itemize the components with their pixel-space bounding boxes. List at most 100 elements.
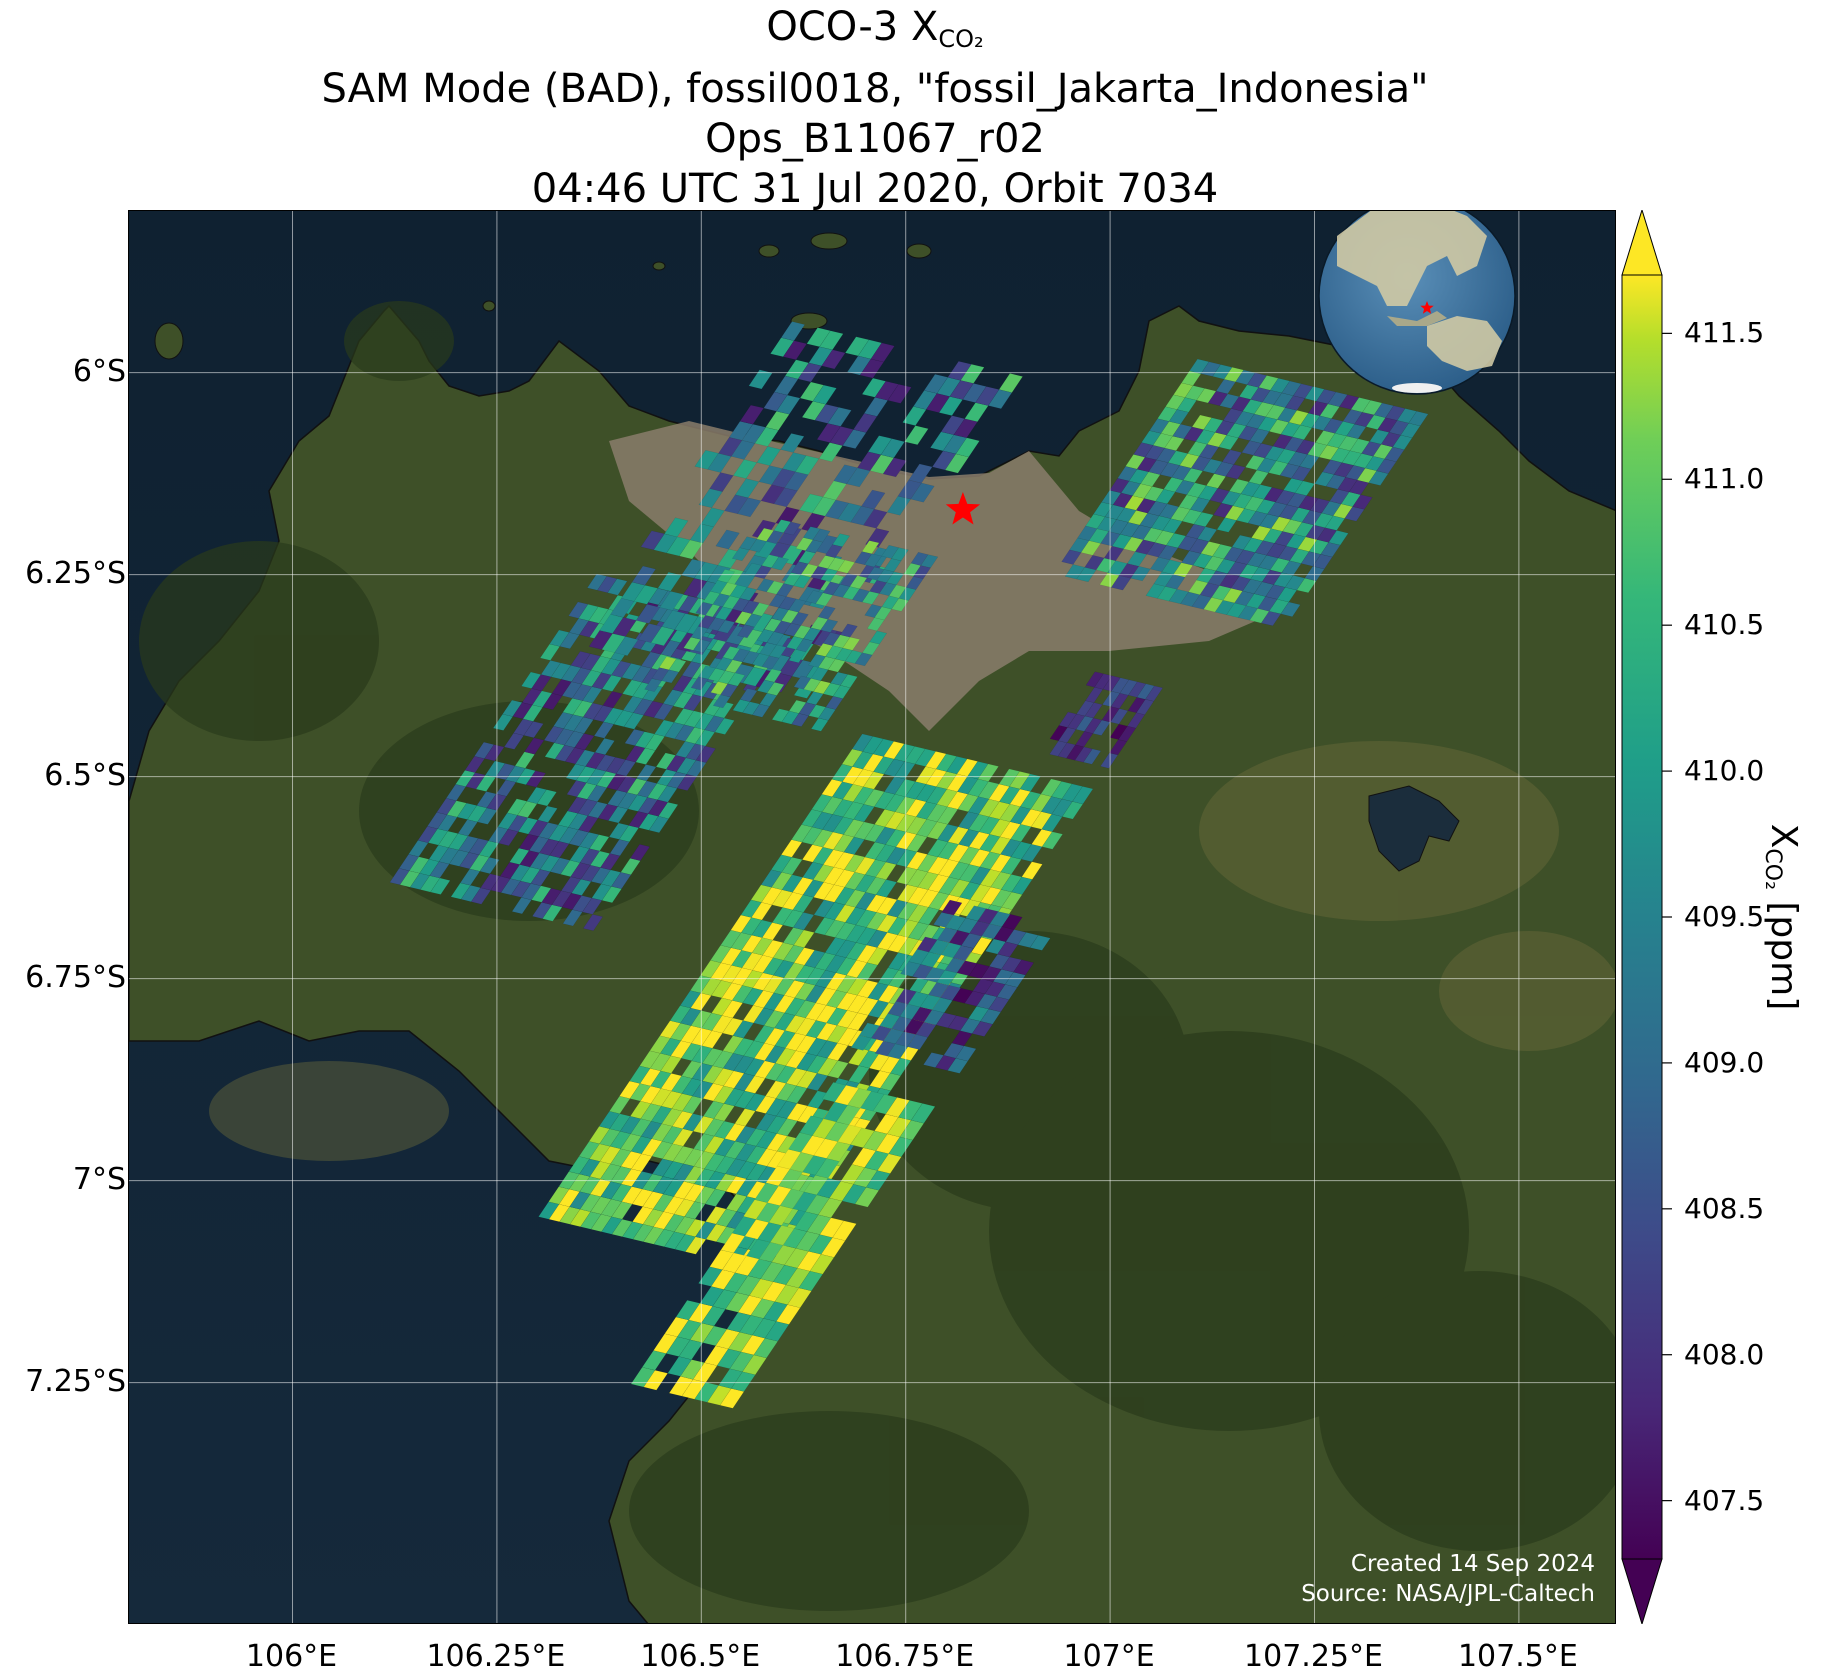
- colorbar-title: XCO₂ [ppm]: [1760, 823, 1804, 1011]
- sounding-pixel: [910, 482, 935, 503]
- sounding-pixel: [430, 877, 451, 895]
- map-panel[interactable]: Created 14 Sep 2024 Source: NASA/JPL-Cal…: [128, 210, 1616, 1624]
- globe-star: [1420, 301, 1434, 314]
- sounding-pixel: [839, 623, 858, 638]
- sounding-pixel: [764, 668, 782, 683]
- sounding-pixel: [780, 433, 805, 453]
- lon-tick-label: 107.5°E: [1457, 1639, 1578, 1674]
- terrain-shading: [139, 301, 1615, 1611]
- lon-tick-label: 106.75°E: [835, 1639, 975, 1674]
- sounding-pixel: [1145, 685, 1164, 702]
- sounding-pixel: [1280, 601, 1301, 617]
- sounding-pixel: [1001, 914, 1023, 930]
- lon-tick-label: 106°E: [245, 1639, 338, 1674]
- sounding-pixel: [820, 618, 839, 633]
- sounding-pixel: [910, 1103, 936, 1124]
- sounding-pixel: [727, 672, 746, 687]
- sounding-pixel: [1029, 935, 1051, 951]
- globe-australia-land: [1427, 316, 1502, 371]
- lat-tick-label: 6.25°S: [25, 555, 126, 591]
- sounding-pixel: [819, 330, 844, 351]
- colorbar-extend-min: [1621, 1558, 1663, 1624]
- colorbar-tick-label: 410.5: [1684, 608, 1765, 642]
- colorbar-tick-label: 410.0: [1684, 754, 1765, 788]
- lat-tick-label: 6°S: [72, 353, 126, 389]
- title-line-4: 04:46 UTC 31 Jul 2020, Orbit 7034: [531, 166, 1219, 212]
- sounding-pixel: [629, 844, 651, 861]
- sounding-pixel: [827, 407, 852, 427]
- title-line-2: SAM Mode (BAD), fossil0018, "fossil_Jaka…: [321, 66, 1429, 112]
- target-star: [945, 492, 981, 525]
- sounding-pixel: [766, 681, 785, 696]
- lon-tick-label: 106.25°E: [426, 1639, 566, 1674]
- xco2-swath-layer: [389, 321, 1429, 1409]
- sounding-pixel: [861, 540, 880, 555]
- title-line-3: Ops_B11067_r02: [705, 116, 1045, 162]
- sounding-pixel: [832, 1220, 857, 1241]
- sounding-pixel: [882, 457, 908, 478]
- sounding-pixel: [771, 556, 789, 571]
- sounding-pixel: [715, 529, 740, 550]
- globe-antarctica: [1392, 383, 1442, 393]
- sounding-pixel: [631, 565, 657, 586]
- globe-indonesia-islands: [1387, 311, 1447, 326]
- lat-tick-label: 7°S: [72, 1161, 126, 1197]
- sounding-pixel: [812, 384, 837, 405]
- colorbar-tick-label: 411.5: [1684, 316, 1765, 350]
- lat-tick-label: 7.25°S: [25, 1363, 126, 1399]
- credit-created: Created 14 Sep 2024: [1350, 1551, 1595, 1577]
- globe-asia-land: [1337, 211, 1487, 306]
- colorbar-tick-label: 408.0: [1684, 1337, 1765, 1371]
- sounding-pixel: [479, 857, 500, 874]
- sounding-pixel: [1021, 861, 1043, 880]
- lon-tick-label: 107°E: [1063, 1639, 1155, 1674]
- sounding-pixel: [870, 342, 895, 363]
- sounding-pixel: [607, 578, 628, 596]
- sounding-pixel: [594, 738, 615, 756]
- sounding-pixel: [523, 721, 544, 739]
- sounding-pixel: [1408, 410, 1429, 427]
- sounding-pixel: [525, 770, 547, 788]
- sounding-pixel: [714, 717, 735, 735]
- inset-globe: [1318, 211, 1516, 395]
- sounding-pixel: [717, 569, 736, 583]
- sounding-pixel: [658, 801, 679, 819]
- sounding-pixel: [664, 517, 689, 538]
- colorbar-ticks: [1662, 332, 1672, 1502]
- islands: [154, 232, 932, 360]
- colorbar-tick-label: 408.5: [1684, 1191, 1765, 1225]
- graticule: [129, 211, 1615, 1623]
- credit-source: Source: NASA/JPL-Caltech: [1301, 1581, 1595, 1607]
- map-canvas[interactable]: [129, 211, 1616, 1624]
- sounding-pixel: [955, 437, 980, 458]
- sounding-pixel: [842, 636, 861, 651]
- sounding-pixel: [832, 533, 851, 548]
- sounding-pixel: [904, 425, 929, 445]
- sounding-pixel: [817, 605, 836, 620]
- sounding-pixel: [1083, 748, 1102, 765]
- sounding-pixel: [668, 658, 687, 673]
- reservoir-lake: [1368, 785, 1460, 872]
- colorbar-extend-max: [1621, 210, 1663, 276]
- lat-tick-label: 6.75°S: [25, 959, 126, 995]
- figure-title: OCO-3 XCO₂ SAM Mode (BAD), fossil0018, "…: [0, 2, 1750, 214]
- colorbar-tick-label: 411.0: [1684, 462, 1765, 496]
- sounding-pixel: [1352, 494, 1373, 510]
- colorbar: [1621, 210, 1672, 1624]
- sounding-pixel: [780, 321, 806, 341]
- sounding-pixel: [1328, 530, 1349, 546]
- sounding-pixel: [941, 899, 963, 916]
- sounding-pixel: [891, 547, 909, 562]
- sounding-pixel: [537, 805, 558, 823]
- target-star-marker: [945, 492, 981, 525]
- credit-text: Created 14 Sep 2024 Source: NASA/JPL-Cal…: [1301, 1549, 1595, 1609]
- sounding-pixel: [812, 528, 831, 543]
- sounding-pixel: [536, 789, 557, 807]
- sounding-pixel: [920, 554, 939, 569]
- sounding-pixel: [1013, 959, 1035, 976]
- sounding-pixel: [1072, 786, 1094, 805]
- sounding-pixel: [783, 521, 802, 536]
- lat-tick-label: 6.5°S: [44, 757, 126, 793]
- sounding-pixel: [582, 914, 604, 932]
- title-line-1: OCO-3 XCO₂: [766, 4, 984, 53]
